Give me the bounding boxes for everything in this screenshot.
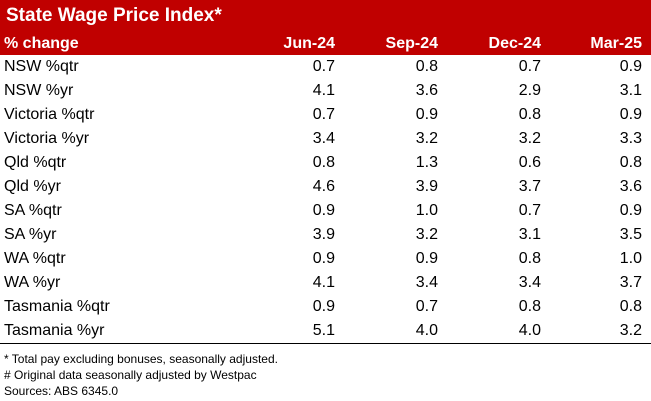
- table-cell: 0.8: [518, 250, 541, 267]
- table-cell: 3.7: [518, 178, 541, 195]
- table-cell: 0.8: [415, 58, 438, 75]
- table-row: Victoria %qtr 0.7 0.9 0.8 0.9: [0, 103, 651, 127]
- table-row: WA %yr 4.1 3.4 3.4 3.7: [0, 271, 651, 295]
- table-cell: 1.3: [415, 154, 438, 171]
- row-label: Tasmania %qtr: [4, 298, 110, 315]
- table-cell: 0.8: [312, 154, 335, 171]
- table-cell: 0.9: [312, 250, 335, 267]
- row-label: Victoria %yr: [4, 130, 90, 147]
- table-cell: 0.7: [518, 202, 541, 219]
- table-cell: 3.3: [619, 130, 642, 147]
- table-cell: 3.9: [415, 178, 438, 195]
- table-cell: 0.9: [619, 202, 642, 219]
- row-label: Qld %yr: [4, 178, 61, 195]
- footnote: Sources: ABS 6345.0: [4, 384, 119, 398]
- table-cell: 3.4: [312, 130, 335, 147]
- table-cell: 3.1: [518, 226, 541, 243]
- row-label: WA %qtr: [4, 250, 66, 267]
- table-cell: 0.8: [518, 106, 541, 123]
- table-row: Tasmania %yr 5.1 4.0 4.0 3.2: [0, 319, 651, 343]
- table-cell: 3.9: [312, 226, 335, 243]
- table-cell: 0.8: [518, 298, 541, 315]
- table-cell: 0.7: [312, 106, 335, 123]
- table-cell: 3.6: [415, 82, 438, 99]
- column-header: Dec-24: [488, 34, 541, 52]
- table-row: NSW %qtr 0.7 0.8 0.7 0.9: [0, 55, 651, 79]
- table-cell: 4.6: [312, 178, 335, 195]
- table-row: Qld %qtr 0.8 1.3 0.6 0.8: [0, 151, 651, 175]
- table-header: % change Jun-24 Sep-24 Dec-24 Mar-25: [0, 32, 651, 55]
- table-cell: 0.8: [619, 298, 642, 315]
- column-header: Jun-24: [283, 34, 335, 52]
- header-label: % change: [4, 34, 79, 52]
- table-cell: 3.2: [619, 322, 642, 339]
- row-label: SA %qtr: [4, 202, 62, 219]
- footnote: * Total pay excluding bonuses, seasonall…: [4, 352, 278, 366]
- table-cell: 3.5: [619, 226, 642, 243]
- footnotes: * Total pay excluding bonuses, seasonall…: [0, 351, 651, 399]
- row-label: Qld %qtr: [4, 154, 67, 171]
- table-cell: 0.9: [312, 298, 335, 315]
- table-cell: 4.1: [312, 274, 335, 291]
- table-cell: 3.1: [619, 82, 642, 99]
- table-cell: 3.2: [415, 130, 438, 147]
- row-label: Tasmania %yr: [4, 322, 105, 339]
- table-cell: 3.2: [415, 226, 438, 243]
- table-cell: 4.0: [415, 322, 438, 339]
- table-cell: 4.0: [518, 322, 541, 339]
- table-row: Tasmania %qtr 0.9 0.7 0.8 0.8: [0, 295, 651, 319]
- table-cell: 0.7: [518, 58, 541, 75]
- table-cell: 3.4: [415, 274, 438, 291]
- table-cell: 0.9: [415, 106, 438, 123]
- table-cell: 3.4: [518, 274, 541, 291]
- table-cell: 2.9: [518, 82, 541, 99]
- table-row: Victoria %yr 3.4 3.2 3.2 3.3: [0, 127, 651, 151]
- table-cell: 3.6: [619, 178, 642, 195]
- table-cell: 1.0: [415, 202, 438, 219]
- table-cell: 0.6: [518, 154, 541, 171]
- row-label: SA %yr: [4, 226, 57, 243]
- table-row: SA %qtr 0.9 1.0 0.7 0.9: [0, 199, 651, 223]
- table-cell: 0.8: [619, 154, 642, 171]
- table-cell: 3.2: [518, 130, 541, 147]
- table-cell: 0.7: [312, 58, 335, 75]
- table-row: NSW %yr 4.1 3.6 2.9 3.1: [0, 79, 651, 103]
- table-row: Qld %yr 4.6 3.9 3.7 3.6: [0, 175, 651, 199]
- table-cell: 0.9: [619, 58, 642, 75]
- row-label: NSW %yr: [4, 82, 74, 99]
- table-row: SA %yr 3.9 3.2 3.1 3.5: [0, 223, 651, 247]
- table-cell: 0.9: [312, 202, 335, 219]
- table-cell: 1.0: [619, 250, 642, 267]
- table-cell: 4.1: [312, 82, 335, 99]
- table-body: NSW %qtr 0.7 0.8 0.7 0.9 NSW %yr 4.1 3.6…: [0, 55, 651, 344]
- table-cell: 0.9: [619, 106, 642, 123]
- row-label: WA %yr: [4, 274, 61, 291]
- row-label: Victoria %qtr: [4, 106, 95, 123]
- row-label: NSW %qtr: [4, 58, 79, 75]
- table-cell: 5.1: [312, 322, 335, 339]
- table-title: State Wage Price Index*: [0, 0, 651, 32]
- table-cell: 0.9: [415, 250, 438, 267]
- table-cell: 0.7: [415, 298, 438, 315]
- table-row: WA %qtr 0.9 0.9 0.8 1.0: [0, 247, 651, 271]
- table-cell: 3.7: [619, 274, 642, 291]
- column-header: Sep-24: [385, 34, 438, 52]
- column-header: Mar-25: [590, 34, 642, 52]
- footnote: # Original data seasonally adjusted by W…: [4, 368, 257, 382]
